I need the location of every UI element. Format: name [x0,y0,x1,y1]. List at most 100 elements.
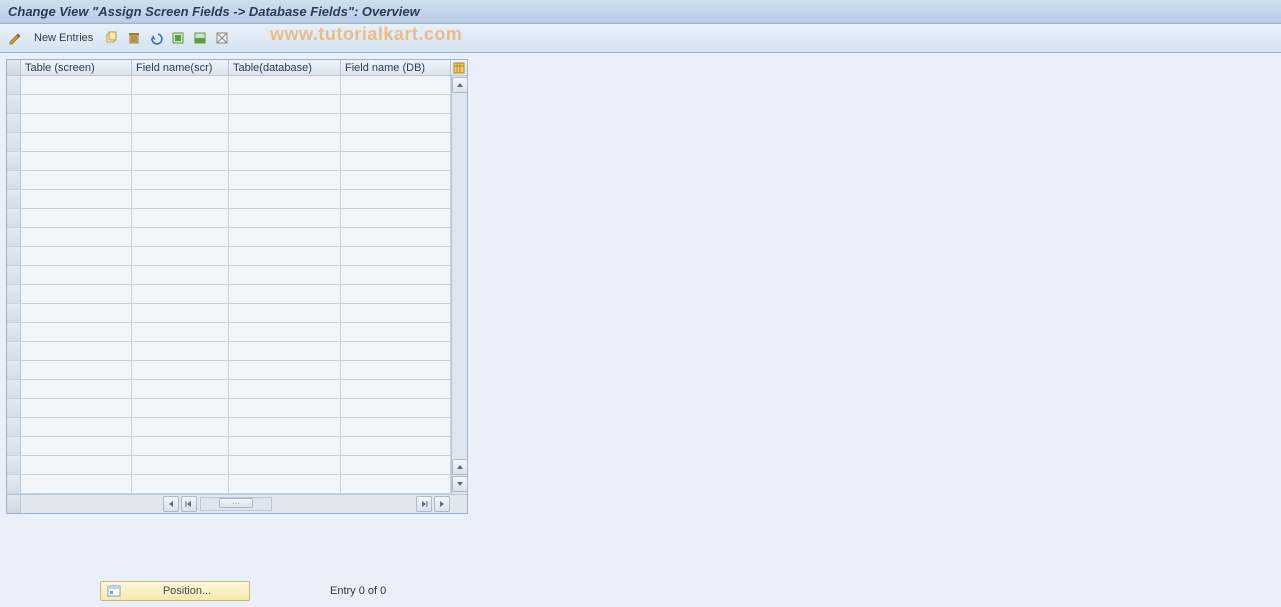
cell[interactable] [229,399,341,418]
row-selector[interactable] [7,418,21,437]
scroll-up2-icon[interactable] [452,459,468,475]
row-selector[interactable] [7,190,21,209]
cell[interactable] [341,133,451,152]
cell[interactable] [229,114,341,133]
column-header-3[interactable]: Field name (DB) [341,60,451,76]
scroll-left-icon[interactable] [181,496,197,512]
cell[interactable] [229,95,341,114]
cell[interactable] [132,209,229,228]
cell[interactable] [132,228,229,247]
cell[interactable] [132,418,229,437]
cell[interactable] [21,399,132,418]
cell[interactable] [132,304,229,323]
cell[interactable] [21,342,132,361]
column-header-2[interactable]: Table(database) [229,60,341,76]
row-selector[interactable] [7,133,21,152]
cell[interactable] [341,475,451,494]
row-selector[interactable] [7,247,21,266]
cell[interactable] [21,266,132,285]
cell[interactable] [132,342,229,361]
row-selector[interactable] [7,456,21,475]
row-selector[interactable] [7,209,21,228]
cell[interactable] [341,437,451,456]
copy-icon[interactable] [103,29,121,47]
row-selector[interactable] [7,76,21,95]
cell[interactable] [21,133,132,152]
cell[interactable] [229,228,341,247]
row-selector[interactable] [7,114,21,133]
toggle-edit-icon[interactable] [6,29,24,47]
cell[interactable] [132,266,229,285]
cell[interactable] [341,456,451,475]
row-selector[interactable] [7,380,21,399]
cell[interactable] [229,190,341,209]
row-selector[interactable] [7,475,21,494]
cell[interactable] [229,361,341,380]
row-selector[interactable] [7,323,21,342]
cell[interactable] [21,475,132,494]
cell[interactable] [21,285,132,304]
undo-icon[interactable] [147,29,165,47]
cell[interactable] [132,323,229,342]
new-entries-button[interactable]: New Entries [28,27,99,49]
deselect-all-icon[interactable] [213,29,231,47]
cell[interactable] [229,323,341,342]
cell[interactable] [341,171,451,190]
row-selector[interactable] [7,266,21,285]
cell[interactable] [341,247,451,266]
cell[interactable] [21,152,132,171]
cell[interactable] [132,152,229,171]
row-selector[interactable] [7,285,21,304]
cell[interactable] [341,285,451,304]
cell[interactable] [21,114,132,133]
scroll-right-last-icon[interactable] [434,496,450,512]
cell[interactable] [21,437,132,456]
row-selector[interactable] [7,95,21,114]
cell[interactable] [132,247,229,266]
cell[interactable] [341,114,451,133]
scroll-down-icon[interactable] [452,476,468,492]
cell[interactable] [21,228,132,247]
cell[interactable] [229,266,341,285]
cell[interactable] [132,133,229,152]
cell[interactable] [132,380,229,399]
cell[interactable] [341,380,451,399]
cell[interactable] [229,437,341,456]
cell[interactable] [341,76,451,95]
cell[interactable] [21,190,132,209]
cell[interactable] [341,304,451,323]
cell[interactable] [132,361,229,380]
row-selector[interactable] [7,342,21,361]
cell[interactable] [132,285,229,304]
cell[interactable] [21,418,132,437]
cell[interactable] [229,304,341,323]
cell[interactable] [21,456,132,475]
cell[interactable] [229,342,341,361]
cell[interactable] [341,95,451,114]
cell[interactable] [229,152,341,171]
cell[interactable] [21,323,132,342]
cell[interactable] [132,190,229,209]
cell[interactable] [229,285,341,304]
row-selector[interactable] [7,228,21,247]
cell[interactable] [341,228,451,247]
cell[interactable] [229,456,341,475]
cell[interactable] [132,171,229,190]
cell[interactable] [229,418,341,437]
cell[interactable] [132,456,229,475]
cell[interactable] [229,247,341,266]
position-button[interactable]: Position... [100,581,250,601]
cell[interactable] [341,399,451,418]
cell[interactable] [21,209,132,228]
scroll-right-icon[interactable] [416,496,432,512]
cell[interactable] [21,171,132,190]
cell[interactable] [21,95,132,114]
cell[interactable] [132,437,229,456]
row-selector[interactable] [7,361,21,380]
cell[interactable] [21,76,132,95]
vertical-scrollbar[interactable] [451,76,467,494]
column-header-1[interactable]: Field name(scr) [132,60,229,76]
cell[interactable] [132,95,229,114]
cell[interactable] [341,418,451,437]
cell[interactable] [341,361,451,380]
